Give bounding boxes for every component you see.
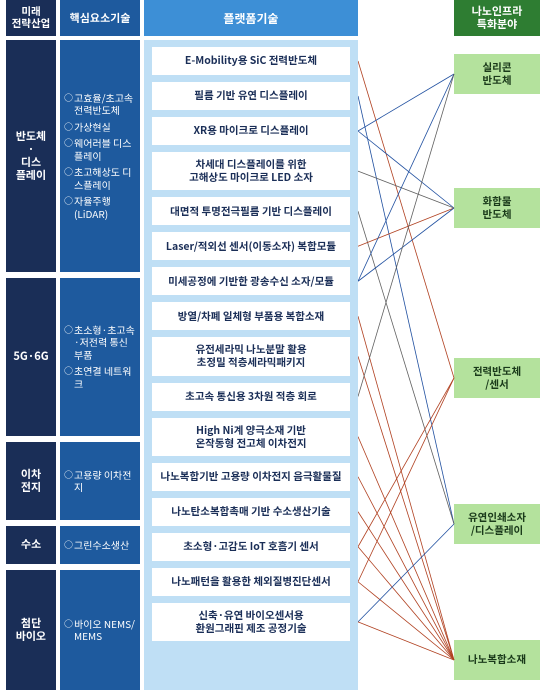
edge bbox=[358, 524, 454, 622]
core-tech-item: 웨어러블 디스플레이 bbox=[64, 137, 136, 162]
edge bbox=[358, 378, 454, 582]
edge bbox=[358, 208, 454, 281]
edge bbox=[358, 74, 454, 397]
col3-header: 플랫폼기술 bbox=[144, 0, 358, 36]
platform-body: E-Mobility용 SiC 전력반도체필름 기반 유연 디스플레이 XR용 마… bbox=[144, 40, 358, 690]
edge bbox=[358, 582, 454, 660]
core-tech-block: 고용량 이차전지 bbox=[60, 442, 140, 520]
platform-item: 유전세라믹 나노분말 활용초정밀 적층세라믹패키지 bbox=[152, 337, 350, 375]
platform-item: 필름 기반 유연 디스플레이 bbox=[152, 82, 350, 110]
col2-header: 핵심요소기술 bbox=[60, 0, 140, 36]
industry-block: 이차전지 bbox=[6, 442, 56, 520]
col1-header: 미래전략산업 bbox=[6, 0, 56, 36]
core-tech-block: 바이오 NEMS/ MEMS bbox=[60, 570, 140, 690]
platform-item: 방열/차폐 일체형 부품용 복합소재 bbox=[152, 302, 350, 330]
col-nano-infra: 나노인프라특화분야 실리콘반도체화합물반도체전력반도체/센서유연인쇄소자/디스플… bbox=[454, 0, 540, 36]
platform-item: Laser/적외선 센서(이동소자) 복합모듈 bbox=[152, 232, 350, 260]
edge bbox=[358, 74, 454, 281]
edge bbox=[358, 622, 454, 660]
edge bbox=[358, 74, 454, 131]
platform-item: 미세공정에 기반한 광송수신 소자/모듈 bbox=[152, 267, 350, 295]
edge bbox=[358, 171, 454, 208]
platform-item: 나노탄소복합촉매 기반 수소생산기술 bbox=[152, 498, 350, 526]
platform-item: 신축·유연 바이오센서용환원그래핀 제조 공정기술 bbox=[152, 603, 350, 641]
industry-block: 수소 bbox=[6, 526, 56, 564]
edge bbox=[358, 96, 454, 524]
core-tech-item: 자율주행 (LiDAR) bbox=[64, 195, 136, 220]
platform-item: 차세대 디스플레이를 위한고해상도 마이크로 LED 소자 bbox=[152, 152, 350, 190]
edge bbox=[358, 316, 454, 660]
nano-target: 화합물반도체 bbox=[454, 188, 540, 228]
col-platform-tech: 플랫폼기술 E-Mobility용 SiC 전력반도체필름 기반 유연 디스플레… bbox=[144, 0, 358, 36]
edge bbox=[358, 437, 454, 660]
core-tech-item: 초소형·초고속·저전력 통신부품 bbox=[64, 324, 136, 362]
core-tech-item: 고용량 이차전지 bbox=[64, 469, 136, 494]
edge bbox=[358, 378, 454, 547]
edge bbox=[358, 61, 454, 378]
edge bbox=[358, 547, 454, 660]
edge bbox=[358, 131, 454, 208]
platform-item: XR용 마이크로 디스플레이 bbox=[152, 117, 350, 145]
col-core-tech: 핵심요소기술 고효율/초고속 전력반도체가상현실웨어러블 디스플레이초고해상도 … bbox=[60, 0, 140, 36]
edge bbox=[358, 208, 454, 246]
edge bbox=[358, 512, 454, 660]
edge bbox=[358, 477, 454, 660]
core-tech-item: 바이오 NEMS/ MEMS bbox=[64, 618, 136, 643]
nano-target: 유연인쇄소자/디스플레이 bbox=[454, 504, 540, 544]
nano-target: 나노복합소재 bbox=[454, 640, 540, 680]
col4-header: 나노인프라특화분야 bbox=[454, 0, 540, 36]
core-tech-block: 초소형·초고속·저전력 통신부품초연결 네트워크 bbox=[60, 278, 140, 436]
industry-block: 5G·6G bbox=[6, 278, 56, 436]
platform-item: 대면적 투명전극필름 기반 디스플레이 bbox=[152, 197, 350, 225]
core-tech-item: 초연결 네트워크 bbox=[64, 365, 136, 390]
core-tech-block: 그린수소생산 bbox=[60, 526, 140, 564]
industry-block: 반도체·디스플레이 bbox=[6, 40, 56, 272]
core-tech-block: 고효율/초고속 전력반도체가상현실웨어러블 디스플레이초고해상도 디스플레이자율… bbox=[60, 40, 140, 272]
platform-item: 초소형·고감도 IoT 호흡기 센서 bbox=[152, 533, 350, 561]
platform-item: 나노패턴을 활용한 체외질병진단센서 bbox=[152, 568, 350, 596]
col-future-industries: 미래전략산업 반도체·디스플레이5G·6G이차전지수소첨단바이오 bbox=[6, 0, 56, 36]
core-tech-item: 고효율/초고속 전력반도체 bbox=[64, 92, 136, 117]
edge bbox=[358, 211, 454, 524]
core-tech-item: 가상현실 bbox=[64, 121, 111, 134]
nano-target: 전력반도체/센서 bbox=[454, 358, 540, 398]
platform-item: E-Mobility용 SiC 전력반도체 bbox=[152, 47, 350, 75]
edge bbox=[358, 356, 454, 660]
core-tech-item: 초고해상도 디스플레이 bbox=[64, 166, 136, 191]
platform-item: High Ni계 양극소재 기반온작동형 전고체 이차전지 bbox=[152, 418, 350, 456]
nano-target: 실리콘반도체 bbox=[454, 54, 540, 94]
industry-block: 첨단바이오 bbox=[6, 570, 56, 690]
platform-item: 초고속 통신용 3차원 적층 회로 bbox=[152, 383, 350, 411]
core-tech-item: 그린수소생산 bbox=[64, 539, 129, 552]
platform-item: 나노복합기반 고용량 이차전지 음극활물질 bbox=[152, 463, 350, 491]
